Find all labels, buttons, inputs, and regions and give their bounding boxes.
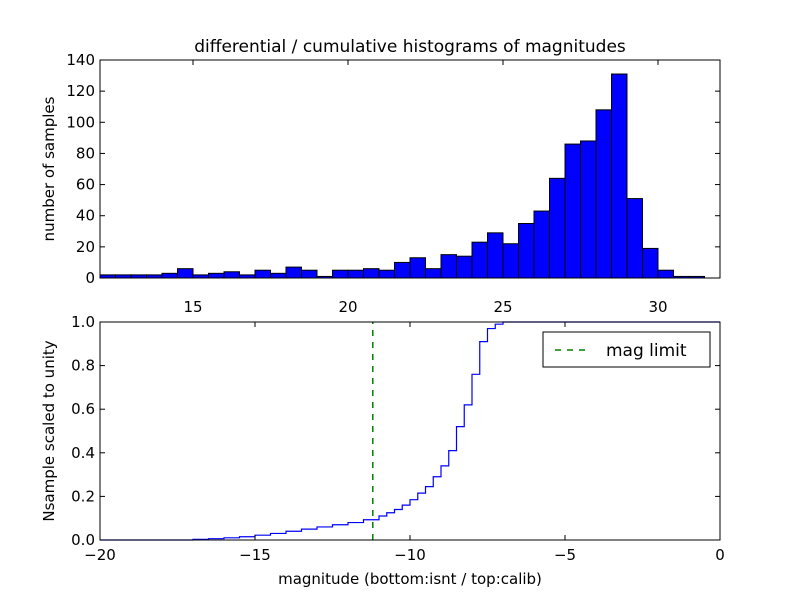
- y-tick-label: 0.6: [71, 400, 95, 418]
- y-tick-label: 40: [76, 207, 95, 225]
- histogram-bar: [208, 272, 225, 279]
- histogram-bar: [549, 177, 566, 279]
- histogram-bar: [270, 272, 287, 279]
- legend-mag-limit-label: mag limit: [606, 341, 687, 361]
- plot-frame: [99, 321, 721, 541]
- x-tick-label: 30: [648, 298, 667, 316]
- histogram-bar: [595, 109, 612, 279]
- y-tick-label: 1.0: [71, 313, 95, 331]
- histogram-bar: [580, 140, 597, 279]
- y-tick-label: 0.2: [71, 487, 95, 505]
- histogram-bar: [254, 269, 271, 279]
- plot-frame: [99, 59, 721, 279]
- y-axis-ticks: 0 20 40 60 80 100 120 140: [66, 51, 720, 287]
- x-axis-ticks: −20 −15 −10 −5 0: [84, 322, 725, 564]
- x-tick-label: 20: [338, 298, 357, 316]
- x-tick-label: 15: [183, 298, 202, 316]
- y-tick-label: 20: [76, 238, 95, 256]
- histogram-bar: [161, 272, 178, 279]
- histogram-bar: [285, 266, 302, 279]
- y-tick-label: 0.4: [71, 444, 95, 462]
- chart-title: differential / cumulative histograms of …: [194, 37, 626, 57]
- histogram-bar: [471, 241, 488, 279]
- histogram-bar: [363, 268, 380, 279]
- histogram-bar: [487, 232, 504, 279]
- histogram-bar: [564, 143, 581, 279]
- y-axis-label: number of samples: [40, 96, 58, 241]
- legend: mag limit: [542, 331, 711, 368]
- histogram-bar: [611, 73, 628, 279]
- histogram-bar: [223, 271, 240, 279]
- histogram-bar: [425, 268, 442, 279]
- histogram-bar: [533, 210, 550, 279]
- histogram-bar: [378, 269, 395, 279]
- x-tick-label: 0: [715, 546, 725, 564]
- histogram-bar: [626, 198, 643, 279]
- y-axis-label: Nsample scaled to unity: [40, 340, 58, 521]
- y-tick-label: 140: [66, 51, 95, 69]
- x-tick-label: −15: [239, 546, 271, 564]
- histogram-bar: [177, 268, 194, 279]
- cumulative-curve-panel: Nsample scaled to unity magnitude (botto…: [40, 313, 725, 588]
- histogram-bar: [518, 223, 535, 279]
- x-axis-label: magnitude (bottom:isnt / top:calib): [278, 570, 542, 588]
- histogram-bars: [99, 73, 705, 279]
- x-tick-label: −10: [394, 546, 426, 564]
- y-tick-label: 0.0: [71, 531, 95, 549]
- x-tick-label: 25: [493, 298, 512, 316]
- legend-box: [542, 331, 711, 368]
- histogram-bar: [301, 269, 318, 279]
- y-axis-ticks: 0.0 0.2 0.4 0.6 0.8 1.0: [71, 313, 720, 549]
- y-tick-label: 0.8: [71, 357, 95, 375]
- histogram-bar: [440, 254, 457, 279]
- histogram-bar: [347, 269, 364, 279]
- y-tick-label: 100: [66, 113, 95, 131]
- histogram-bar: [332, 269, 349, 279]
- histogram-bar: [409, 257, 426, 279]
- histogram-bar: [394, 261, 411, 279]
- histogram-bar: [642, 247, 659, 279]
- y-tick-label: 120: [66, 82, 95, 100]
- histogram-bar: [456, 255, 473, 279]
- y-tick-label: 80: [76, 144, 95, 162]
- x-tick-label: −20: [84, 546, 116, 564]
- differential-histogram-panel: differential / cumulative histograms of …: [40, 37, 721, 316]
- x-axis-ticks: 15 20 25 30: [183, 60, 668, 316]
- x-tick-label: −5: [554, 546, 576, 564]
- y-tick-label: 60: [76, 176, 95, 194]
- histogram-bar: [502, 243, 519, 279]
- y-tick-label: 0: [85, 269, 95, 287]
- histogram-bar: [657, 269, 674, 279]
